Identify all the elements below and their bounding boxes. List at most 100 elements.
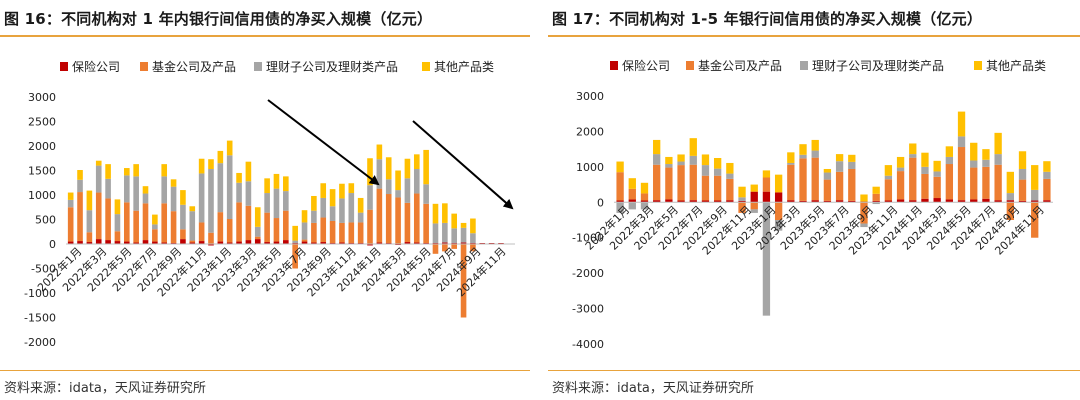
bar-segment <box>884 165 893 176</box>
bar-segment <box>292 240 298 244</box>
bar-segment <box>787 152 795 163</box>
bar-segment <box>665 156 673 165</box>
bar-segment <box>787 200 795 203</box>
bar-segment <box>1018 151 1027 169</box>
bar-segment <box>124 168 130 176</box>
bar-segment <box>823 172 832 180</box>
bar-segment <box>423 149 429 185</box>
bar-segment <box>105 164 111 179</box>
bar-segment <box>142 240 149 244</box>
bar-segment <box>970 142 978 161</box>
bar-segment <box>133 176 139 211</box>
bar-segment <box>339 242 345 244</box>
bar-segment <box>170 211 177 244</box>
y-tick-label: 1000 <box>28 189 56 202</box>
bar-segment <box>933 160 941 172</box>
bar-segment <box>701 154 710 166</box>
legend-item: 其他产品类 <box>974 59 1046 73</box>
bar-segment <box>750 184 758 192</box>
bar-segment <box>432 203 439 224</box>
legend-swatch <box>610 61 618 70</box>
bar-segment <box>348 193 355 223</box>
y-tick-label: 2000 <box>28 140 56 153</box>
bar-segment <box>957 147 966 201</box>
bar-segment <box>86 210 93 233</box>
bar-segment <box>726 178 734 201</box>
bar-segment <box>385 194 392 244</box>
source-note: 资料来源：idata，天风证券研究所 <box>4 381 206 396</box>
bar-segment <box>921 173 929 199</box>
bar-segment <box>124 202 130 242</box>
bar-segment <box>689 164 697 201</box>
bar-segment <box>860 194 868 202</box>
bar-segment <box>1031 202 1039 238</box>
y-tick-label: -2000 <box>24 336 56 349</box>
chart-panel-right: 图 17：不同机构对 1-5 年银行间信用债的净买入规模（亿元） 保险公司 基金公… <box>548 0 1080 400</box>
bar-segment <box>152 229 158 242</box>
title-divider <box>0 35 530 37</box>
bar-segment <box>95 239 102 244</box>
bar-segment <box>616 200 624 203</box>
bar-segment <box>774 220 783 231</box>
bar-segment <box>442 222 448 243</box>
bar-segment <box>385 157 392 180</box>
bar-segment <box>236 241 242 244</box>
legend-item: 基金公司及产品 <box>686 58 782 73</box>
bar-segment <box>105 240 111 244</box>
bar-segment <box>245 161 252 182</box>
bar-segment <box>105 198 111 241</box>
legend-label: 其他产品类 <box>434 60 494 74</box>
bar-segment <box>77 170 83 180</box>
bar-segment <box>811 157 819 201</box>
bar-segment <box>470 244 476 252</box>
bar-segment <box>982 149 990 160</box>
bar-segment <box>180 239 186 244</box>
bar-segment <box>357 212 364 223</box>
bar-segment <box>726 173 734 179</box>
bar-segment <box>640 193 649 201</box>
bar-segment <box>762 202 771 316</box>
bar-segment <box>470 233 476 244</box>
bar-segment <box>348 183 355 194</box>
bar-segment <box>689 155 697 165</box>
bar-segment <box>738 197 746 201</box>
bar-segment <box>208 232 214 244</box>
bar-segment <box>713 175 722 201</box>
bar-segment <box>713 200 722 203</box>
bar-segment <box>413 154 420 170</box>
bar-segment <box>945 199 954 203</box>
bar-segment <box>451 228 457 244</box>
bar-segment <box>442 242 448 244</box>
bar-segment <box>245 181 252 206</box>
bar-segment <box>823 179 832 201</box>
bar-segment <box>1043 200 1051 203</box>
bar-segment <box>404 202 411 243</box>
bar-segment <box>180 229 186 240</box>
legend-label: 保险公司 <box>72 59 120 74</box>
bar-segment <box>872 186 880 194</box>
legend-swatch <box>422 62 430 71</box>
bar-segment <box>254 239 261 244</box>
bar-segment <box>161 203 168 243</box>
bar-segment <box>423 184 429 204</box>
y-tick-label: 3000 <box>576 90 604 103</box>
bar-segment <box>799 158 807 201</box>
bar-segment <box>95 192 102 240</box>
bar-segment <box>301 222 308 240</box>
bar-segment <box>395 197 401 244</box>
bar-segment <box>811 150 819 158</box>
bar-segment <box>292 244 298 269</box>
bar-segment <box>884 200 893 203</box>
bar-segment <box>945 164 954 200</box>
legend-item: 保险公司 <box>60 59 120 74</box>
bar-segment <box>640 182 649 194</box>
legend-swatch <box>800 61 808 70</box>
bar-segment <box>142 186 149 194</box>
y-tick-label: -1000 <box>24 287 56 300</box>
bar-segment <box>689 138 697 156</box>
bar-segment <box>301 239 308 242</box>
bar-segment <box>957 200 966 203</box>
bar-segment <box>311 222 317 243</box>
bar-segment <box>208 244 214 246</box>
bar-segment <box>124 175 130 203</box>
